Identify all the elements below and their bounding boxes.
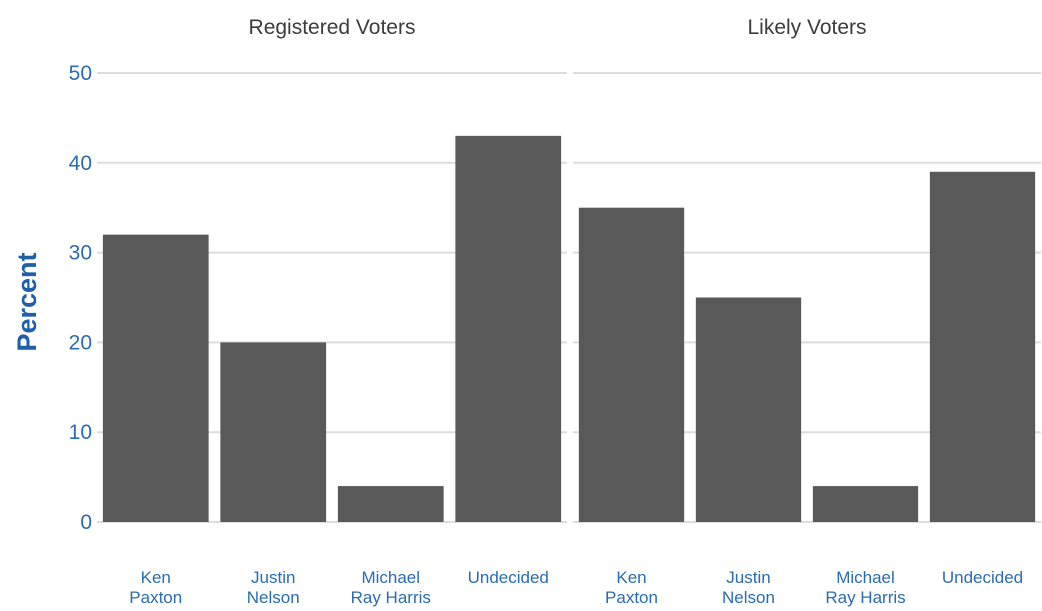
y-tick-label: 30 <box>69 242 92 265</box>
x-tick-label: Ray Harris <box>825 588 905 607</box>
bar <box>220 342 327 522</box>
x-tick-label: Ray Harris <box>351 588 431 607</box>
x-tick-label: Nelson <box>722 588 775 607</box>
bar <box>578 207 685 522</box>
x-tick-label: Ken <box>141 568 171 587</box>
x-tick-label: Undecided <box>942 568 1023 587</box>
bar <box>929 171 1036 522</box>
x-tick-label: Justin <box>251 568 295 587</box>
x-tick-label: Paxton <box>605 588 658 607</box>
bar <box>455 135 562 523</box>
y-tick-label: 0 <box>80 511 92 534</box>
y-tick-label: 10 <box>69 421 92 444</box>
bar <box>102 234 209 522</box>
x-tick-label: Paxton <box>129 588 182 607</box>
x-tick-label: Justin <box>726 568 770 587</box>
y-tick-label: 20 <box>69 331 92 354</box>
panels: Registered VotersKenPaxtonJustinNelsonMi… <box>97 16 1041 607</box>
x-tick-label: Undecided <box>468 568 549 587</box>
bar <box>695 297 802 522</box>
facet-title: Likely Voters <box>747 16 866 39</box>
y-tick-label: 40 <box>69 152 92 175</box>
y-tick-label: 50 <box>69 62 92 85</box>
y-axis-label: Percent <box>12 252 42 351</box>
bar <box>812 486 919 522</box>
x-tick-label: Michael <box>361 568 420 587</box>
x-tick-label: Ken <box>616 568 646 587</box>
bar <box>337 486 444 522</box>
facet-title: Registered Voters <box>249 16 416 39</box>
x-tick-label: Nelson <box>247 588 300 607</box>
y-axis: 0 10 20 30 40 50 <box>69 62 92 534</box>
x-tick-label: Michael <box>836 568 895 587</box>
